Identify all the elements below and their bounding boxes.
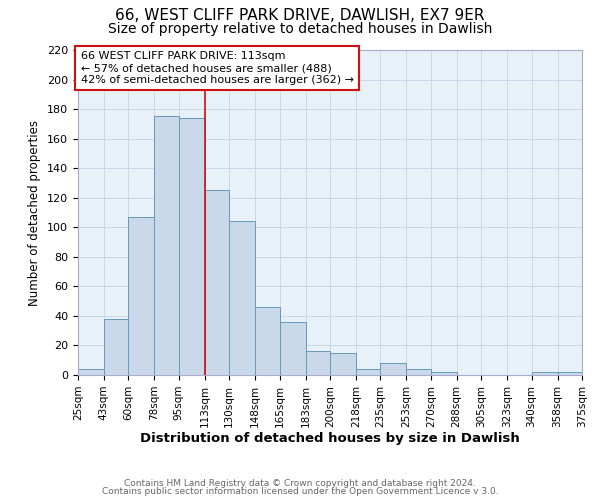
- Text: 66 WEST CLIFF PARK DRIVE: 113sqm
← 57% of detached houses are smaller (488)
42% : 66 WEST CLIFF PARK DRIVE: 113sqm ← 57% o…: [81, 52, 354, 84]
- Y-axis label: Number of detached properties: Number of detached properties: [28, 120, 41, 306]
- Bar: [380, 363, 406, 375]
- Text: Contains HM Land Registry data © Crown copyright and database right 2024.: Contains HM Land Registry data © Crown c…: [124, 478, 476, 488]
- Bar: [205, 190, 229, 375]
- X-axis label: Distribution of detached houses by size in Dawlish: Distribution of detached houses by size …: [140, 432, 520, 446]
- Bar: [532, 372, 557, 375]
- Bar: [305, 352, 330, 375]
- Bar: [280, 322, 305, 375]
- Bar: [179, 118, 205, 375]
- Text: Size of property relative to detached houses in Dawlish: Size of property relative to detached ho…: [108, 22, 492, 36]
- Text: Contains public sector information licensed under the Open Government Licence v : Contains public sector information licen…: [101, 487, 499, 496]
- Bar: [557, 372, 582, 375]
- Bar: [229, 222, 255, 375]
- Bar: [406, 369, 431, 375]
- Bar: [128, 217, 154, 375]
- Bar: [154, 116, 179, 375]
- Bar: [78, 369, 104, 375]
- Bar: [356, 369, 380, 375]
- Bar: [431, 372, 457, 375]
- Bar: [255, 307, 280, 375]
- Bar: [104, 319, 128, 375]
- Text: 66, WEST CLIFF PARK DRIVE, DAWLISH, EX7 9ER: 66, WEST CLIFF PARK DRIVE, DAWLISH, EX7 …: [115, 8, 485, 22]
- Bar: [330, 353, 356, 375]
